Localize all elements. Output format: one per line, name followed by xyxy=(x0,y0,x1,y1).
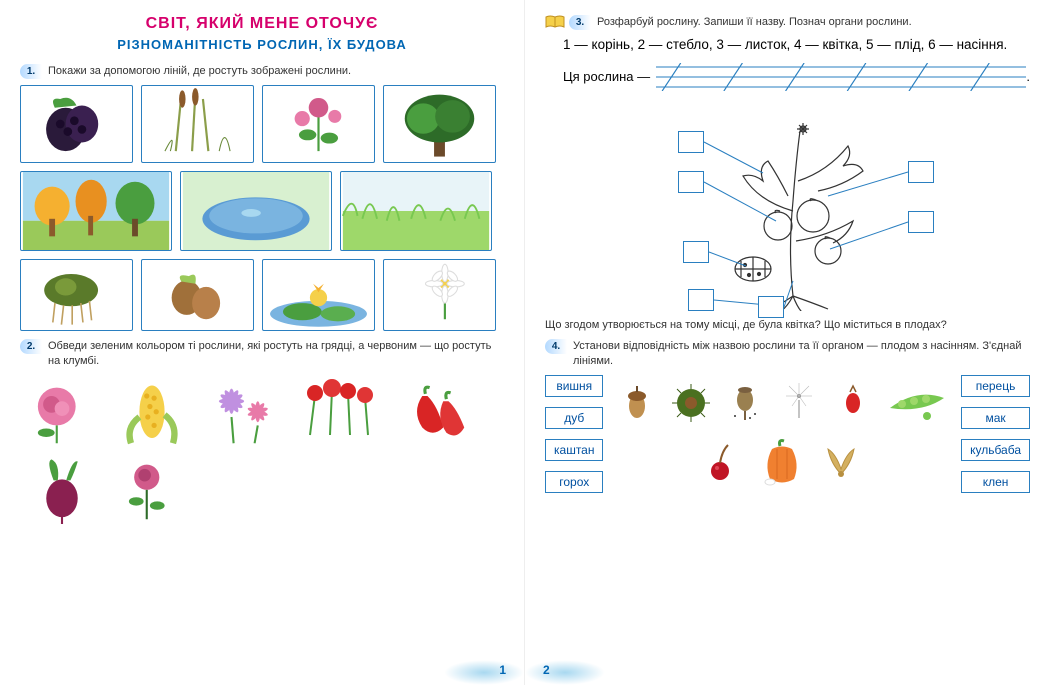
plants-grid xyxy=(20,375,504,521)
task-num: 4. xyxy=(545,339,567,354)
fruit-acorn[interactable] xyxy=(612,378,662,423)
thumb-hazelnut xyxy=(141,259,254,331)
thumb-oak-tree xyxy=(383,85,496,163)
thumb-blackberry xyxy=(20,85,133,163)
book-icon xyxy=(545,15,565,29)
fruit-dandelion[interactable] xyxy=(774,378,824,423)
label-maple[interactable]: клен xyxy=(961,471,1030,493)
write-cells[interactable] xyxy=(656,63,1026,91)
label-pea[interactable]: горох xyxy=(545,471,603,493)
page-number: 2 xyxy=(543,663,550,677)
write-end: . xyxy=(1026,69,1030,84)
write-line: Ця рослина — . xyxy=(563,63,1030,91)
thumb-clover xyxy=(262,85,375,163)
plant-label-box[interactable] xyxy=(758,296,784,318)
plant-peony xyxy=(20,375,104,445)
plant-label-box[interactable] xyxy=(908,211,934,233)
thumb-reeds xyxy=(141,85,254,163)
plant-carnation xyxy=(290,375,390,445)
plant-pepper xyxy=(396,375,480,445)
task-3: 3. Розфарбуй рослину. Запиши її назву. П… xyxy=(545,15,1030,30)
title-main: СВІТ, ЯКИЙ МЕНЕ ОТОЧУЄ xyxy=(20,15,504,33)
task-num: 2. xyxy=(20,339,42,354)
thumb-water-lily xyxy=(262,259,375,331)
fruit-grid xyxy=(611,375,953,493)
plant-aster xyxy=(200,375,284,445)
title-sub: РІЗНОМАНІТНІСТЬ РОСЛИН, ЇХ БУДОВА xyxy=(20,37,504,52)
page-num-bg xyxy=(525,660,605,685)
plant-label-box[interactable] xyxy=(678,131,704,153)
label-chestnut[interactable]: каштан xyxy=(545,439,603,461)
task-2: 2. Обведи зеленим кольором ті рослини, я… xyxy=(20,339,504,369)
label-pepper[interactable]: перець xyxy=(961,375,1030,397)
page-num-bg xyxy=(444,660,524,685)
task-4: 4. Установи відповідність між назвою рос… xyxy=(545,339,1030,369)
task-1: 1. Покажи за допомогою ліній, де ростуть… xyxy=(20,64,504,79)
plant-label-box[interactable] xyxy=(908,161,934,183)
thumb-pond xyxy=(180,171,332,251)
label-dandelion[interactable]: кульбаба xyxy=(961,439,1030,461)
label-cherry[interactable]: вишня xyxy=(545,375,603,397)
label-oak[interactable]: дуб xyxy=(545,407,603,429)
thumb-row-3 xyxy=(20,259,504,331)
page-right: 3. Розфарбуй рослину. Запиши її назву. П… xyxy=(525,0,1050,685)
task-text: Розфарбуй рослину. Запиши її назву. Позн… xyxy=(597,15,1030,30)
question-text: Що згодом утворюється на тому місці, де … xyxy=(545,319,1030,331)
task-text: Обведи зеленим кольором ті рослини, які … xyxy=(48,339,504,369)
thumb-row-1 xyxy=(20,85,504,163)
match-area: вишня дуб каштан горох перець мак кульба… xyxy=(545,375,1030,493)
legend: 1 — корінь, 2 — стебло, 3 — листок, 4 — … xyxy=(563,36,1030,55)
plant-label-box[interactable] xyxy=(688,289,714,311)
fruit-chestnut[interactable] xyxy=(666,378,716,423)
page-left: СВІТ, ЯКИЙ МЕНЕ ОТОЧУЄ РІЗНОМАНІТНІСТЬ Р… xyxy=(0,0,525,685)
fruit-rosehip[interactable] xyxy=(828,378,878,423)
fruit-pea[interactable] xyxy=(882,378,952,423)
page-number: 1 xyxy=(499,663,506,677)
thumb-daisy xyxy=(383,259,496,331)
task-num: 3. xyxy=(569,15,591,30)
write-label: Ця рослина — xyxy=(563,69,650,84)
thumb-moss xyxy=(20,259,133,331)
match-col-left: вишня дуб каштан горох xyxy=(545,375,603,493)
plant-label-box[interactable] xyxy=(683,241,709,263)
match-col-right: перець мак кульбаба клен xyxy=(961,375,1030,493)
task-num: 1. xyxy=(20,64,42,79)
plant-beet xyxy=(20,451,104,521)
fruit-poppy[interactable] xyxy=(720,378,770,423)
plant-diagram xyxy=(628,101,948,311)
task-text: Установи відповідність між назвою рослин… xyxy=(573,339,1030,369)
plant-corn xyxy=(110,375,194,445)
thumb-row-2 xyxy=(20,171,504,251)
thumb-meadow xyxy=(340,171,492,251)
label-poppy[interactable]: мак xyxy=(961,407,1030,429)
fruit-cherry[interactable] xyxy=(698,439,748,484)
thumb-forest xyxy=(20,171,172,251)
plant-rose xyxy=(110,451,194,521)
fruit-bell-pepper[interactable] xyxy=(752,434,812,489)
task-text: Покажи за допомогою ліній, де ростуть зо… xyxy=(48,64,504,79)
plant-label-box[interactable] xyxy=(678,171,704,193)
fruit-maple[interactable] xyxy=(816,439,866,484)
